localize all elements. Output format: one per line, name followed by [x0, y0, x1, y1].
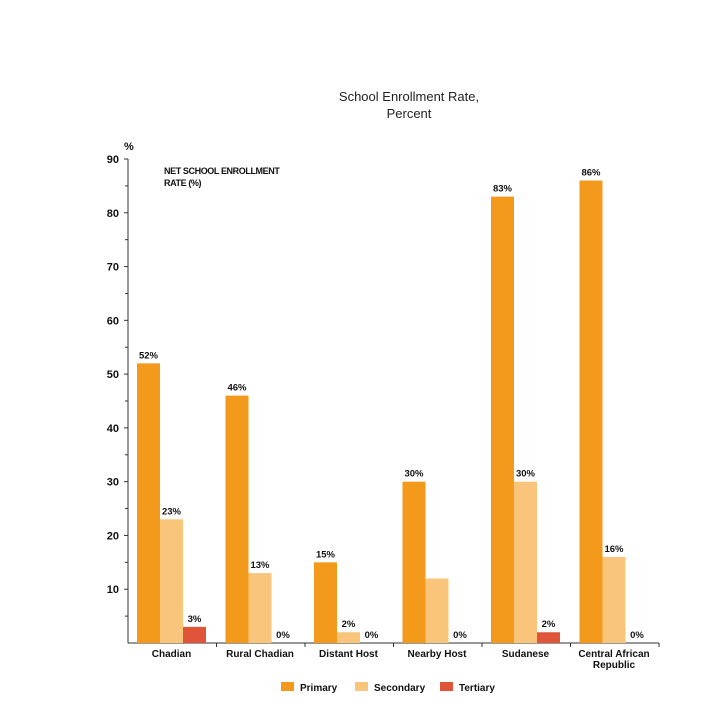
category-label: Rural Chadian: [226, 649, 294, 660]
category-label: Sudanese: [502, 649, 550, 660]
category-label: Nearby Host: [408, 649, 468, 660]
bar-tertiary: [537, 632, 560, 643]
category-label: Chadian: [152, 649, 191, 660]
legend-swatch-primary: [281, 682, 294, 691]
legend-label-tertiary: Tertiary: [459, 683, 495, 694]
legend-label-secondary: Secondary: [374, 683, 426, 694]
legend-label-primary: Primary: [300, 683, 338, 694]
chart-title-line-1: School Enrollment Rate,: [339, 89, 479, 104]
data-label: 0%: [276, 630, 290, 641]
data-label: 30%: [404, 469, 424, 480]
bar-tertiary: [183, 626, 206, 643]
legend-swatch-secondary: [355, 682, 368, 691]
data-label: 30%: [516, 469, 536, 480]
category-labels: Chadian Rural Chadian Distant Host Nearby H…: [152, 649, 650, 671]
data-label: 16%: [604, 544, 624, 555]
category-label: Central African: [578, 649, 649, 660]
chart-annotation-line-2: RATE (%): [164, 178, 202, 188]
data-label: 13%: [250, 560, 270, 571]
bar-primary: [579, 180, 603, 643]
y-tick-label: 30: [107, 477, 119, 489]
bar-primary: [491, 196, 514, 643]
bar-secondary: [160, 519, 183, 643]
data-label: 3%: [188, 614, 202, 625]
y-axis-label: %: [124, 141, 134, 153]
y-tick-label: 80: [107, 208, 119, 220]
bar-secondary: [514, 481, 537, 643]
bars: [137, 180, 626, 643]
data-label: 86%: [581, 168, 601, 179]
y-tick-label: 90: [107, 154, 119, 166]
data-label: 23%: [162, 506, 182, 517]
data-label: 83%: [493, 184, 513, 195]
chart-annotation-line-1: NET SCHOOL ENROLLMENT: [164, 166, 280, 176]
bar-primary: [314, 562, 337, 643]
legend-swatch-tertiary: [440, 682, 453, 691]
bar-secondary: [602, 556, 626, 643]
data-labels: 52% 23% 3% 46% 13% 0% 15% 2% 0% 30% 0% 83% 30% 2% 86% 1…: [139, 168, 644, 641]
bar-primary: [137, 363, 160, 643]
y-tick-label: 40: [107, 423, 119, 435]
bar-primary: [402, 481, 426, 643]
y-tick-label: 10: [107, 584, 119, 596]
y-tick-label: 70: [107, 262, 119, 274]
data-label: 0%: [365, 630, 379, 641]
data-label: 46%: [227, 383, 247, 394]
bar-primary: [225, 395, 249, 643]
data-label: 0%: [453, 630, 467, 641]
bar-secondary: [248, 573, 272, 643]
data-label: 2%: [342, 619, 356, 630]
data-label: 52%: [139, 350, 159, 361]
bar-secondary: [425, 578, 449, 643]
bar-secondary: [337, 632, 360, 643]
chart-title-line-2: Percent: [387, 106, 432, 121]
y-tick-label: 50: [107, 369, 119, 381]
data-label: 2%: [542, 619, 556, 630]
data-label: 15%: [316, 549, 336, 560]
y-tick-label: 60: [107, 315, 119, 327]
category-label: Distant Host: [319, 649, 379, 660]
category-label: Republic: [593, 660, 636, 671]
legend: Primary Secondary Tertiary: [281, 682, 495, 694]
axes: 10 20 30 40 50 60 70 80 90: [107, 154, 660, 647]
data-label: 0%: [630, 630, 644, 641]
y-tick-label: 20: [107, 530, 119, 542]
